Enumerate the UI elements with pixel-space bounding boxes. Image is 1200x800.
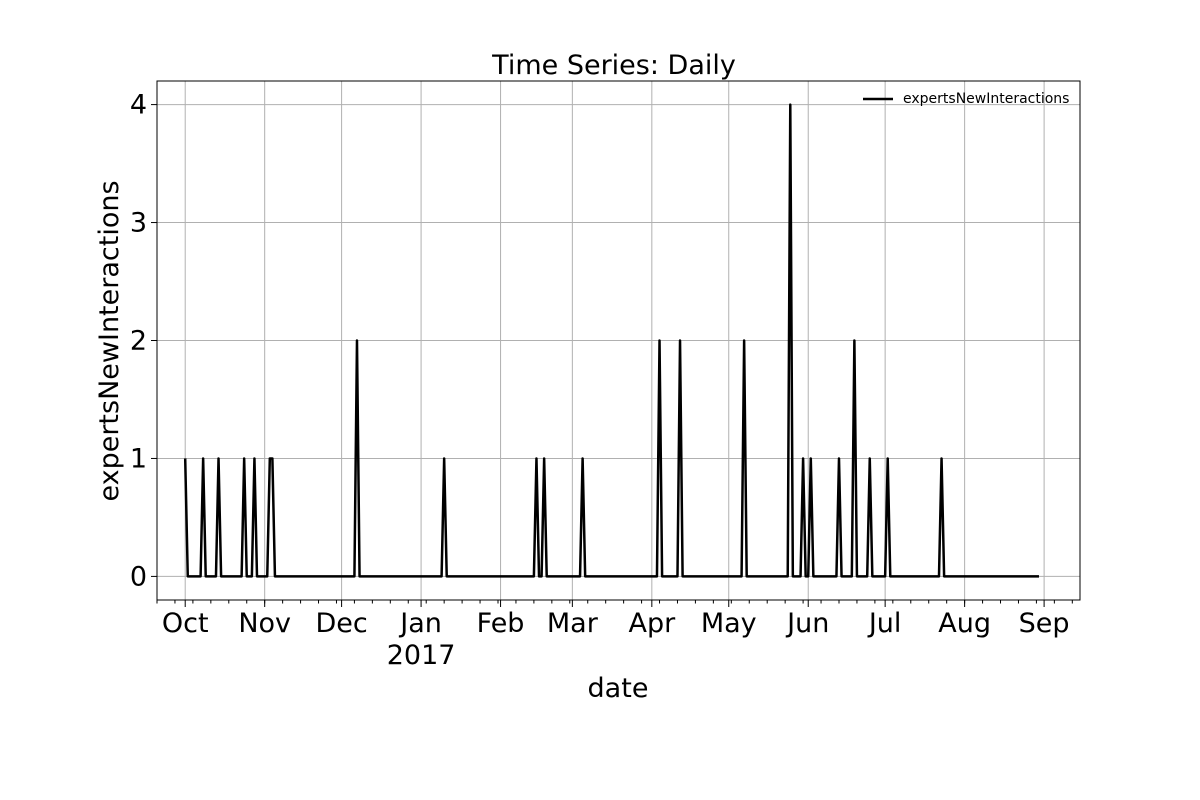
x-tick-label: Jun	[785, 608, 829, 639]
x-tick-label: Feb	[477, 608, 525, 639]
x-tick-label: Jul	[867, 608, 902, 639]
series-layer	[183, 103, 1039, 578]
x-tick-label: Apr	[628, 608, 676, 639]
series-line	[183, 103, 1039, 578]
y-tick-label: 1	[130, 443, 147, 474]
y-axis-label: expertsNewInteractions	[94, 180, 125, 501]
x-axis-label: date	[588, 673, 649, 704]
y-tick-label: 4	[130, 90, 147, 121]
chart-title: Time Series: Daily	[491, 50, 736, 81]
legend: expertsNewInteractions	[863, 91, 1069, 107]
y-tick-label: 0	[130, 561, 147, 592]
x-tick-label: May	[701, 608, 757, 639]
x-tick-label: Aug	[938, 608, 991, 639]
grid-layer	[157, 81, 1080, 600]
x-tick-label: Sep	[1019, 608, 1070, 639]
x-tick-label: Dec	[315, 608, 367, 639]
y-tick-label: 2	[130, 326, 147, 357]
x-tick-label: Mar	[547, 608, 599, 639]
y-tick-label: 3	[130, 208, 147, 239]
x-tick-label: Jan	[398, 608, 442, 639]
legend-label: expertsNewInteractions	[903, 91, 1069, 107]
x-tick-label: Oct	[162, 608, 209, 639]
x-tick-sublabel: 2017	[387, 640, 456, 671]
x-tick-label: Nov	[238, 608, 291, 639]
